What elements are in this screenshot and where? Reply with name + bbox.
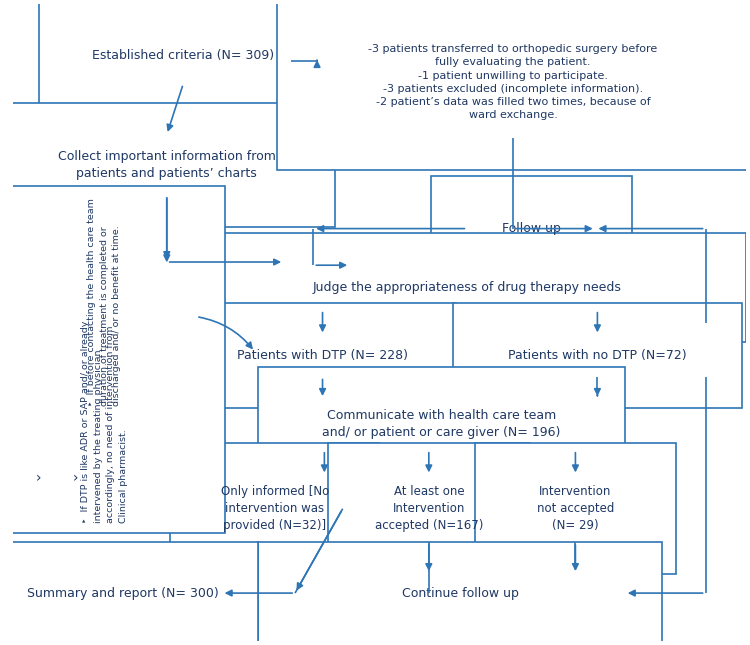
Text: Patients with DTP (N= 228): Patients with DTP (N= 228): [237, 350, 408, 362]
Text: Patients with no DTP (N=72): Patients with no DTP (N=72): [508, 350, 687, 362]
Text: Intervention
not accepted
(N= 29): Intervention not accepted (N= 29): [537, 485, 614, 532]
Text: ‣  If DTP is like ADR or SAP and/ or already
intervened by the treating physicia: ‣ If DTP is like ADR or SAP and/ or alre…: [81, 321, 128, 522]
FancyBboxPatch shape: [259, 367, 625, 482]
FancyBboxPatch shape: [0, 186, 226, 533]
FancyBboxPatch shape: [259, 542, 662, 644]
FancyBboxPatch shape: [170, 444, 380, 574]
Text: ›: ›: [36, 471, 41, 486]
FancyBboxPatch shape: [0, 542, 259, 644]
Text: Collect important information from
patients and patients’ charts: Collect important information from patie…: [58, 150, 276, 180]
Text: Only informed [No
intervention was
provided (N=32)]: Only informed [No intervention was provi…: [220, 485, 329, 532]
Text: Judge the appropriateness of drug therapy needs: Judge the appropriateness of drug therap…: [313, 281, 622, 294]
Text: Communicate with health care team
and/ or patient or care giver (N= 196): Communicate with health care team and/ o…: [322, 410, 561, 439]
FancyBboxPatch shape: [453, 303, 742, 408]
FancyBboxPatch shape: [189, 303, 456, 408]
FancyBboxPatch shape: [277, 0, 749, 170]
Text: -3 patients transferred to orthopedic surgery before
fully evaluating the patien: -3 patients transferred to orthopedic su…: [368, 44, 658, 120]
Text: ›: ›: [73, 471, 78, 486]
Text: Follow up: Follow up: [502, 222, 561, 235]
Text: At least one
Intervention
accepted (N=167): At least one Intervention accepted (N=16…: [375, 485, 483, 532]
Text: Established criteria (N= 309): Established criteria (N= 309): [92, 48, 274, 62]
FancyBboxPatch shape: [38, 0, 328, 115]
Text: Summary and report (N= 300): Summary and report (N= 300): [27, 586, 219, 600]
FancyBboxPatch shape: [328, 444, 530, 574]
Text: Continue follow up: Continue follow up: [401, 586, 518, 600]
FancyBboxPatch shape: [189, 233, 746, 342]
FancyBboxPatch shape: [430, 176, 632, 281]
Text: ‣  If before contacting the health care team
duration of treatment is completed : ‣ If before contacting the health care t…: [88, 199, 122, 406]
FancyBboxPatch shape: [475, 444, 676, 574]
FancyBboxPatch shape: [0, 103, 335, 227]
